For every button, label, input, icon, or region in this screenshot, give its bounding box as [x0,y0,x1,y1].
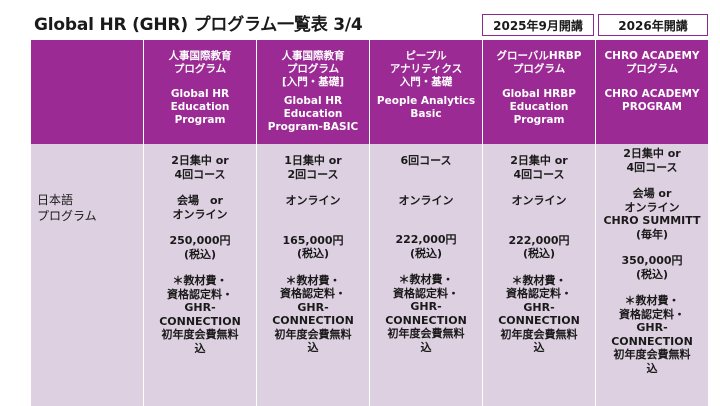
col-2-format: 1日集中 or 2回コース [284,154,342,181]
badge-2026: 2026年開講 [598,14,708,36]
col-3-note: ＊教材費・ 資格認定料・ GHR- CONNECTION 初年度会費無料 込 [385,273,467,354]
col-1-note: ＊教材費・ 資格認定料・ GHR- CONNECTION 初年度会費無料 込 [159,274,241,355]
col-1-venue: 会場 or オンライン [172,194,228,221]
col-1-price: 250,000円 (税込) [169,234,231,261]
body-col-3: 6回コース オンライン 222,000円 (税込) ＊教材費・ 資格認定料・ G… [369,144,483,406]
header-col-3: ピープル アナリティクス 入門・基礎 People Analytics Basi… [369,40,483,144]
col-3-ja-name: ピープル アナリティクス 入門・基礎 [389,50,463,88]
header-col-5: CHRO ACADEMY プログラム CHRO ACADEMY PROGRAM [595,40,709,144]
body-col-5: 2日集中 or 4回コース 会場 or オンライン CHRO SUMMITT (… [595,144,709,406]
col-2-venue: オンライン [285,194,341,207]
col-2-note: ＊教材費・ 資格認定料・ GHR- CONNECTION 初年度会費無料 込 [272,273,354,355]
body-col-4: 2日集中 or 4回コース オンライン 222,000円 (税込) ＊教材費・ … [482,144,596,406]
header-corner [30,40,144,144]
col-5-ja-name: CHRO ACADEMY プログラム [604,50,700,75]
row-label-cell: 日本語 プログラム [30,144,144,406]
table-row: 日本語 プログラム 2日集中 or 4回コース 会場 or オンライン 250,… [30,144,709,406]
col-2-ja-name: 人事国際教育 プログラム [入門・基礎] [281,50,345,88]
body-col-1: 2日集中 or 4回コース 会場 or オンライン 250,000円 (税込) … [143,144,257,406]
col-5-note: ＊教材費・ 資格認定料・ GHR- CONNECTION 初年度会費無料 込 [611,294,693,375]
row-label: 日本語 プログラム [37,193,97,223]
col-1-en-name: Global HR Education Program [170,88,230,126]
body-col-2: 1日集中 or 2回コース オンライン 165,000円 (税込) ＊教材費・ … [256,144,370,406]
program-table: 人事国際教育 プログラム Global HR Education Program… [30,40,709,406]
header-col-1: 人事国際教育 プログラム Global HR Education Program [143,40,257,144]
col-4-ja-name: グローバルHRBP プログラム [496,50,582,75]
col-5-price: 350,000円 (税込) [621,254,683,281]
col-4-price: 222,000円 (税込) [508,233,570,261]
col-1-format: 2日集中 or 4回コース [171,154,229,181]
badge-sep-2025: 2025年9月開講 [482,14,594,36]
col-2-en-name: Global HR Education Program-BASIC [267,95,359,133]
col-5-venue: 会場 or オンライン CHRO SUMMITT (毎年) [603,187,701,241]
col-3-price: 222,000円 (税込) [395,233,457,260]
col-1-ja-name: 人事国際教育 プログラム [168,50,232,75]
col-5-en-name: CHRO ACADEMY PROGRAM [604,88,700,113]
col-4-venue: オンライン [511,194,567,207]
col-3-en-name: People Analytics Basic [376,95,476,120]
col-5-format: 2日集中 or 4回コース [623,147,681,174]
col-3-format: 6回コース [400,154,452,167]
header-col-4: グローバルHRBP プログラム Global HRBP Education Pr… [482,40,596,144]
col-3-venue: オンライン [398,193,454,207]
header-row: 人事国際教育 プログラム Global HR Education Program… [30,40,709,144]
header-col-2: 人事国際教育 プログラム [入門・基礎] Global HR Education… [256,40,370,144]
col-4-en-name: Global HRBP Education Program [502,88,576,126]
page-title: Global HR (GHR) プログラム一覧表 3/4 [34,15,363,35]
col-4-format: 2日集中 or 4回コース [510,154,568,181]
col-2-price: 165,000円 (税込) [282,233,344,261]
col-4-note: ＊教材費・ 資格認定料・ GHR- CONNECTION 初年度会費無料 込 [498,273,580,355]
